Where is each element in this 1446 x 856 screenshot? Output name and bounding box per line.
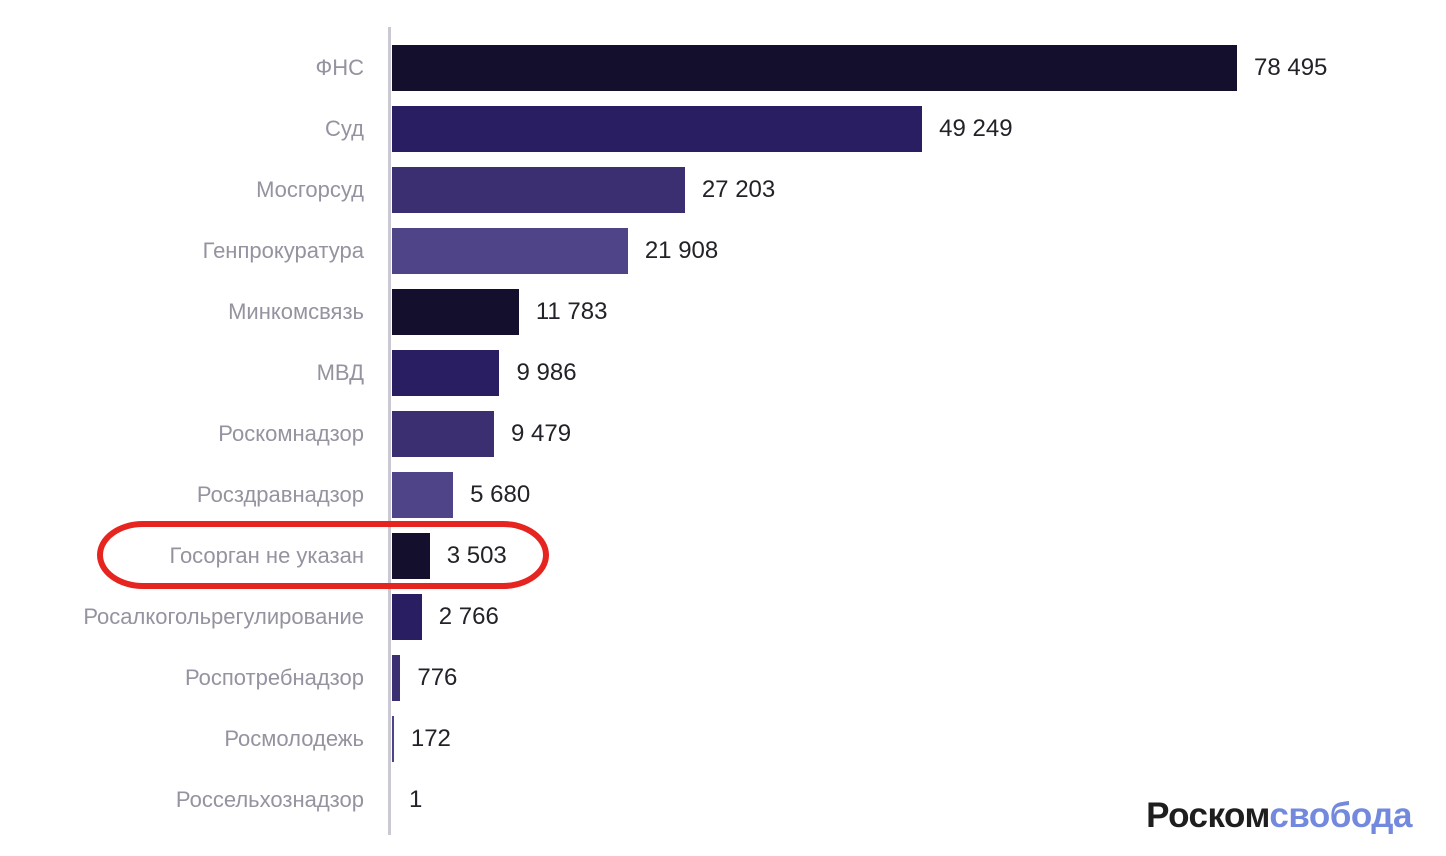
chart-rows: ФНС 78 495 Суд 49 249 Мосгорсуд 27 203 Генпрок…: [0, 37, 1446, 830]
chart-row: Россельхознадзор 1: [0, 769, 1446, 830]
category-label: Роскомнадзор: [218, 420, 364, 446]
bar: [392, 654, 401, 701]
value-label: 21 908: [644, 236, 719, 264]
chart-row: Суд 49 249: [0, 98, 1446, 159]
category-label: Генпрокуратура: [202, 237, 364, 263]
chart-row: МВД 9 986: [0, 342, 1446, 403]
chart-row: Росмолодежь 172: [0, 708, 1446, 769]
chart-row: Роспотребнадзор 776: [0, 647, 1446, 708]
logo-text-blue: свобода: [1269, 796, 1412, 835]
value-label: 9 986: [516, 358, 577, 386]
category-label: Минкомсвязь: [228, 298, 364, 324]
bar: [392, 349, 500, 396]
bar: [392, 105, 923, 152]
value-label: 776: [417, 663, 458, 691]
category-label: Росмолодежь: [224, 725, 364, 751]
bar: [392, 593, 422, 640]
logo-text-black: Роском: [1146, 796, 1270, 835]
chart-row: ФНС 78 495: [0, 37, 1446, 98]
value-label: 49 249: [939, 114, 1013, 142]
category-label: Роспотребнадзор: [184, 664, 364, 690]
bar: [392, 166, 685, 213]
value-label: 1: [409, 785, 423, 813]
chart-row: Минкомсвязь 11 783: [0, 281, 1446, 342]
chart-row: Роскомнадзор 9 479: [0, 403, 1446, 464]
value-label: 2 766: [438, 602, 499, 630]
bar: [392, 410, 495, 457]
chart-row: Росздравнадзор 5 680: [0, 464, 1446, 525]
category-label: Мосгорсуд: [256, 176, 364, 202]
chart-row: Мосгорсуд 27 203: [0, 159, 1446, 220]
y-axis-line: [388, 27, 391, 835]
category-label: Росздравнадзор: [196, 481, 364, 507]
value-label: 9 479: [511, 419, 572, 447]
value-label: 11 783: [535, 297, 608, 325]
chart-row: Росалкогольрегулирование 2 766: [0, 586, 1446, 647]
chart-row: Госорган не указан 3 503: [0, 525, 1446, 586]
bar: [392, 227, 628, 274]
value-label: 5 680: [470, 480, 531, 508]
category-label: МВД: [316, 359, 364, 385]
value-label: 3 503: [446, 541, 507, 569]
value-label: 78 495: [1254, 53, 1328, 81]
bar: [392, 44, 1237, 91]
bar: [392, 532, 430, 579]
value-label: 27 203: [701, 175, 776, 203]
category-label: Суд: [325, 115, 364, 141]
category-label: ФНС: [315, 54, 364, 80]
roskomsvoboda-logo: Роскомсвобода: [1146, 796, 1412, 836]
category-label: Госорган не указан: [169, 542, 365, 568]
category-label: Росалкогольрегулирование: [83, 603, 364, 629]
chart-row: Генпрокуратура 21 908: [0, 220, 1446, 281]
value-label: 172: [410, 724, 451, 752]
bar: [392, 715, 394, 762]
bar: [392, 471, 454, 518]
bar: [392, 288, 519, 335]
category-label: Россельхознадзор: [175, 786, 364, 812]
